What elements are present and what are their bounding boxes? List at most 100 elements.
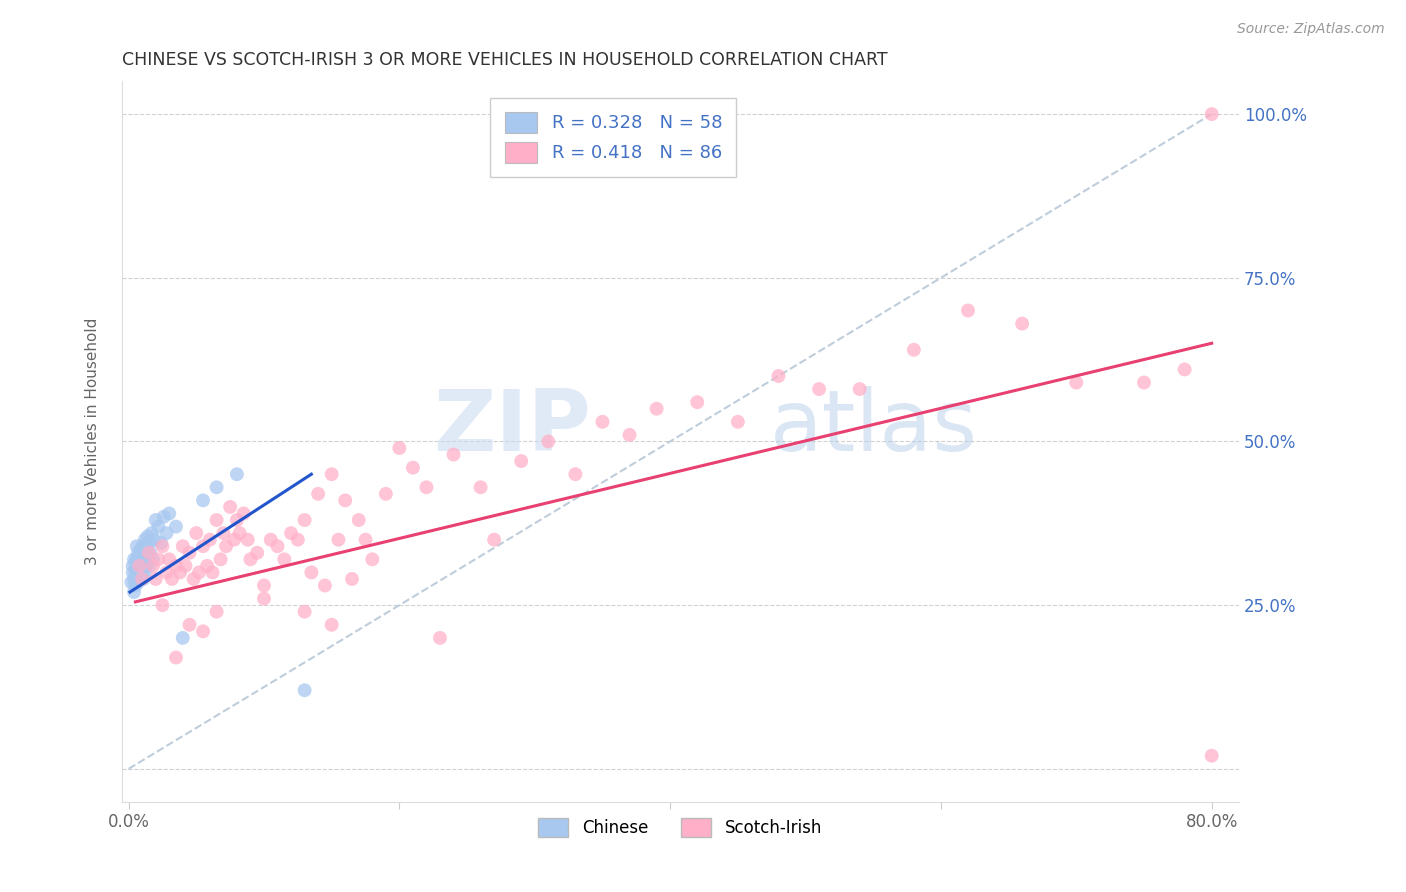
Point [131,556,153,570]
Point [128,562,150,576]
Text: atlas: atlas [769,385,977,468]
Point [124,568,146,582]
Point [294,683,316,698]
Point [191,493,214,508]
Point [195,558,218,573]
Point [127,558,149,573]
Point [224,533,246,547]
Point [280,526,302,541]
Text: CHINESE VS SCOTCH-IRISH 3 OR MORE VEHICLES IN HOUSEHOLD CORRELATION CHART: CHINESE VS SCOTCH-IRISH 3 OR MORE VEHICL… [122,51,887,69]
Point [129,566,152,580]
Point [174,558,197,573]
Point [260,533,283,547]
Point [142,552,165,566]
Point [121,558,143,573]
Point [138,536,160,550]
Point [340,572,363,586]
Point [205,605,228,619]
Point [125,552,148,566]
Point [169,566,191,580]
Point [179,546,201,560]
Point [125,566,148,580]
Point [510,454,533,468]
Point [134,566,156,580]
Point [209,552,232,566]
Point [155,566,177,580]
Point [402,460,425,475]
Point [143,533,166,547]
Point [152,509,174,524]
Point [215,539,238,553]
Point [129,558,152,573]
Point [232,507,254,521]
Point [157,507,180,521]
Point [138,558,160,573]
Point [198,533,221,547]
Point [160,572,183,586]
Point [131,568,153,582]
Point [686,395,709,409]
Point [354,533,377,547]
Point [127,575,149,590]
Point [121,566,143,580]
Point [124,562,146,576]
Text: ZIP: ZIP [433,385,591,468]
Point [124,556,146,570]
Point [131,552,153,566]
Point [415,480,437,494]
Point [266,539,288,553]
Point [246,546,269,560]
Point [294,605,316,619]
Point [188,566,211,580]
Point [956,303,979,318]
Point [142,558,165,573]
Point [136,546,159,560]
Point [191,624,214,639]
Point [335,493,357,508]
Text: Source: ZipAtlas.com: Source: ZipAtlas.com [1237,22,1385,37]
Point [619,428,641,442]
Point [152,539,174,553]
Point [150,536,173,550]
Point [201,566,224,580]
Point [165,519,187,533]
Point [145,513,167,527]
Point [135,539,157,553]
Point [347,513,370,527]
Point [128,556,150,570]
Y-axis label: 3 or more Vehicles in Household: 3 or more Vehicles in Household [86,318,100,566]
Point [1201,107,1223,121]
Point [727,415,749,429]
Point [148,519,170,533]
Point [172,539,194,553]
Point [205,513,228,527]
Point [125,539,148,553]
Point [482,533,505,547]
Point [239,552,262,566]
Point [328,533,350,547]
Point [155,526,177,541]
Point [148,552,170,566]
Point [228,526,250,541]
Point [903,343,925,357]
Point [136,529,159,543]
Point [287,533,309,547]
Point [157,552,180,566]
Point [443,448,465,462]
Point [122,572,145,586]
Point [179,617,201,632]
Point [125,572,148,586]
Point [134,533,156,547]
Point [165,650,187,665]
Point [314,578,336,592]
Point [321,467,343,482]
Point [374,487,396,501]
Point [1066,376,1088,390]
Point [225,513,247,527]
Point [236,533,259,547]
Point [134,552,156,566]
Point [253,578,276,592]
Point [132,558,155,573]
Point [152,598,174,612]
Point [361,552,384,566]
